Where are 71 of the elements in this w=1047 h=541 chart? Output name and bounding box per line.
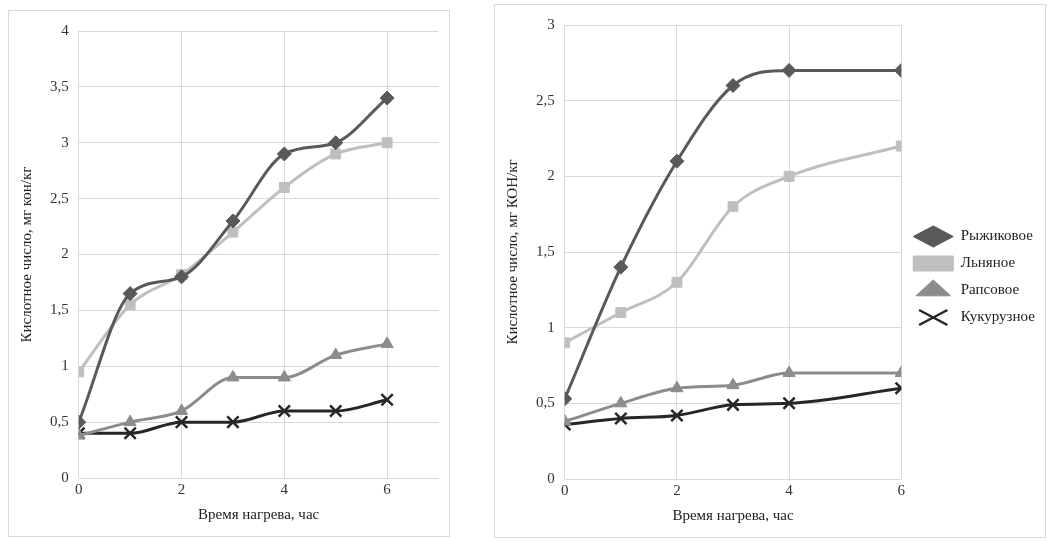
point <box>614 395 628 408</box>
point <box>725 78 741 94</box>
legend-label: Кукурузное <box>960 308 1036 325</box>
y-tick-label: 1,5 <box>50 301 69 318</box>
y-axis-title: Кислотное число, мг КОН/кг <box>503 159 520 345</box>
y-tick-label: 3 <box>61 133 69 150</box>
point <box>380 336 394 348</box>
point <box>123 414 137 427</box>
point <box>613 259 629 275</box>
y-tick-label: 0,5 <box>50 413 69 430</box>
point <box>726 377 740 390</box>
point <box>278 182 290 193</box>
y-tick-label: 2 <box>61 245 69 262</box>
point <box>329 347 343 360</box>
y-tick-label: 2,5 <box>536 91 555 108</box>
point <box>726 397 740 412</box>
point <box>226 415 240 430</box>
point <box>328 404 343 418</box>
y-tick-label: 1 <box>547 318 555 335</box>
y-tick-label: 0,5 <box>536 394 555 411</box>
point <box>174 403 189 415</box>
point <box>277 404 292 418</box>
x-axis-title: Время нагрева, час <box>672 506 794 523</box>
point <box>123 426 138 441</box>
x-tick-label: 4 <box>280 480 289 497</box>
point <box>124 299 136 311</box>
point <box>328 135 344 151</box>
x-tick-label: 0 <box>75 480 83 497</box>
point <box>227 226 239 238</box>
y-tick-label: 2 <box>547 167 555 184</box>
y-tick-label: 0 <box>61 468 69 485</box>
legend-label: Льняное <box>960 254 1016 271</box>
y-tick-label: 1,5 <box>536 242 555 259</box>
point <box>615 307 627 318</box>
y-tick-label: 2,5 <box>50 189 69 206</box>
point <box>783 170 795 182</box>
point <box>174 269 190 285</box>
legend-label: Рыжиковое <box>960 227 1034 244</box>
point <box>727 201 739 213</box>
point <box>670 408 684 423</box>
y-tick-label: 4 <box>61 21 70 38</box>
point <box>782 396 796 411</box>
point <box>782 365 796 378</box>
point <box>670 380 684 393</box>
point <box>669 153 685 169</box>
legend-label: Рапсовое <box>960 281 1020 298</box>
point <box>381 137 393 149</box>
point <box>613 411 628 426</box>
x-tick-label: 2 <box>673 481 681 498</box>
y-axis-title: Кислотное число, мг кон/кг <box>17 166 34 343</box>
x-tick-label: 0 <box>561 481 569 498</box>
point <box>671 276 683 288</box>
x-tick-label: 4 <box>785 481 794 498</box>
point <box>379 90 395 106</box>
point <box>330 148 342 160</box>
y-tick-label: 0 <box>547 469 555 486</box>
point <box>781 62 797 78</box>
x-tick-label: 6 <box>383 480 392 497</box>
y-tick-label: 3 <box>547 15 555 32</box>
y-tick-label: 1 <box>61 357 69 374</box>
x-tick-label: 6 <box>897 481 906 498</box>
x-tick-label: 2 <box>177 480 186 497</box>
point <box>225 213 241 229</box>
point <box>277 369 291 382</box>
y-tick-label: 3,5 <box>50 77 69 94</box>
point <box>226 369 240 382</box>
point <box>174 415 189 430</box>
point <box>122 286 138 302</box>
point <box>276 146 292 162</box>
point <box>380 392 395 407</box>
x-axis-title: Время нагрева, час <box>198 505 320 522</box>
